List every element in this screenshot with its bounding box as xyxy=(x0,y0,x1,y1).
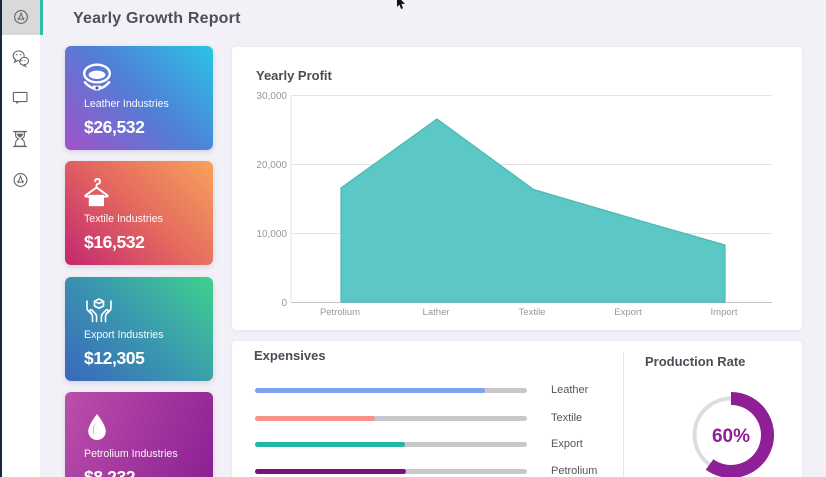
svg-text:30,000: 30,000 xyxy=(256,91,287,102)
svg-text:Petrolium: Petrolium xyxy=(320,307,360,318)
svg-text:Export: Export xyxy=(614,307,642,318)
svg-text:Lather: Lather xyxy=(423,307,450,318)
svg-text:20,000: 20,000 xyxy=(256,160,287,171)
svg-text:Textile: Textile xyxy=(519,307,546,318)
svg-text:10,000: 10,000 xyxy=(256,229,287,240)
svg-text:0: 0 xyxy=(281,298,287,309)
svg-text:60%: 60% xyxy=(712,426,750,447)
svg-text:Import: Import xyxy=(711,307,738,318)
